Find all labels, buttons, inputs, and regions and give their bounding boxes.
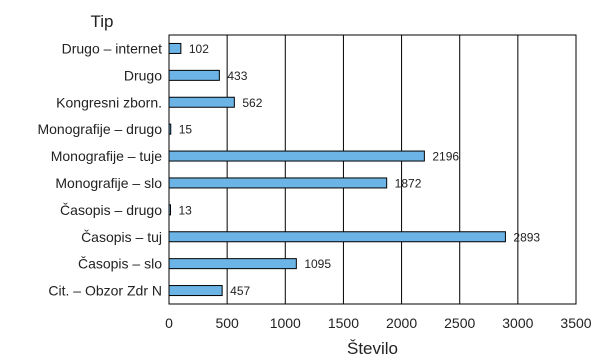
category-label: Monografije – drugo: [37, 121, 162, 137]
bar: [168, 150, 425, 162]
x-tick-label: 3500: [560, 315, 591, 331]
bar: [168, 177, 388, 189]
data-label: 2893: [513, 230, 540, 244]
x-tick-label: 2500: [444, 315, 475, 331]
category-label: Kongresni zborn.: [56, 94, 162, 110]
data-label: 1872: [395, 176, 422, 190]
x-tick-label: 3000: [502, 315, 533, 331]
bar: [168, 42, 182, 54]
data-label: 102: [189, 42, 209, 56]
category-label: Časopis – slo: [78, 256, 162, 272]
category-label: Časopis – tuj: [81, 229, 162, 245]
category-label: Monografije – slo: [55, 175, 162, 191]
plot-frame: [168, 34, 577, 305]
x-tick-label: 1000: [270, 315, 301, 331]
x-tick-label: 1500: [328, 315, 359, 331]
x-tick-labels: 0 500 1000 1500 2000 2500 3000 3500: [165, 315, 592, 331]
data-label: 13: [179, 203, 193, 217]
x-tick-label: 2000: [386, 315, 417, 331]
data-label: 15: [179, 123, 193, 137]
data-label: 2196: [432, 150, 459, 164]
x-axis-title: Število: [347, 339, 398, 358]
bar: [168, 285, 223, 297]
bar: [168, 96, 235, 108]
y-axis-title: Tip: [91, 12, 114, 31]
bars: [168, 42, 506, 297]
category-label: Drugo – internet: [62, 40, 163, 56]
category-label: Monografije – tuje: [51, 148, 163, 164]
bar: [168, 231, 506, 243]
bar: [168, 258, 297, 270]
category-label: Cit. – Obzor Zdr N: [48, 283, 162, 299]
category-labels: Drugo – internet Drugo Kongresni zborn. Mon…: [37, 40, 162, 298]
data-label: 562: [242, 96, 262, 110]
category-label: Časopis – drugo: [60, 202, 162, 218]
data-label: 457: [230, 284, 250, 298]
x-tick-label: 0: [165, 315, 173, 331]
data-label: 433: [227, 69, 247, 83]
data-labels: 102 433 562 15 2196 1872 13 2893 1095 457: [179, 42, 541, 298]
category-label: Drugo: [124, 67, 162, 83]
data-label: 1095: [304, 257, 331, 271]
x-tick-label: 500: [215, 315, 239, 331]
bar: [168, 69, 220, 81]
